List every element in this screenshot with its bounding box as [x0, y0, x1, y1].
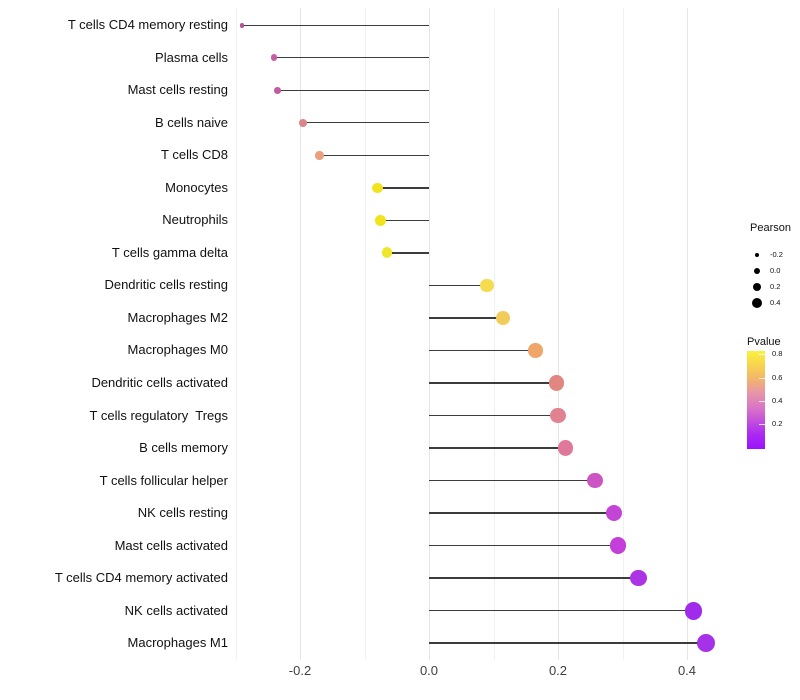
pearson-legend-dot — [754, 252, 760, 258]
pvalue-tick-mark — [759, 424, 765, 425]
pvalue-tick-label: 0.6 — [772, 373, 783, 383]
category-label: T cells follicular helper — [99, 472, 228, 488]
data-point — [558, 440, 574, 456]
category-label: Macrophages M2 — [127, 309, 228, 325]
pvalue-tick-mark — [759, 353, 765, 355]
gridline — [687, 8, 688, 660]
lollipop-stem — [429, 447, 566, 449]
pearson-legend-title: Pearson — [750, 222, 791, 234]
data-point — [375, 215, 386, 226]
data-point — [684, 601, 703, 620]
data-point — [480, 278, 494, 293]
gridline — [300, 8, 301, 660]
gridline — [622, 8, 624, 660]
x-tick-label: 0.2 — [548, 663, 568, 678]
lollipop-stem — [241, 24, 429, 26]
category-label: T cells CD4 memory activated — [54, 570, 228, 586]
lollipop-stem — [429, 349, 536, 352]
category-label: T cells CD4 memory resting — [67, 17, 228, 33]
data-point — [697, 634, 716, 653]
lollipop-stem — [429, 382, 557, 384]
x-tick-label: -0.2 — [288, 663, 312, 678]
pearson-legend-dot — [752, 298, 762, 308]
lollipop-stem — [429, 544, 618, 547]
category-label: Mast cells activated — [114, 537, 228, 553]
category-label: NK cells resting — [137, 505, 228, 521]
category-label: Dendritic cells resting — [104, 277, 228, 293]
category-label: Plasma cells — [155, 49, 228, 65]
pvalue-tick-mark — [759, 400, 765, 402]
gridline — [429, 8, 430, 660]
lollipop-stem — [274, 57, 429, 59]
category-label: Dendritic cells activated — [91, 374, 228, 390]
data-point — [609, 537, 627, 554]
pvalue-tick-label: 0.4 — [772, 395, 783, 405]
lollipop-stem — [429, 317, 504, 319]
lollipop-stem — [319, 154, 429, 156]
category-label: T cells CD8 — [161, 147, 228, 163]
data-point — [372, 182, 383, 194]
category-label: Neutrophils — [162, 212, 228, 228]
gridline — [558, 8, 559, 660]
pearson-legend-label: -0.2 — [770, 250, 783, 259]
gridline — [235, 8, 237, 660]
category-label: Monocytes — [165, 179, 228, 195]
x-tick-label: 0.4 — [677, 663, 697, 678]
lollipop-stem — [429, 479, 595, 482]
data-point — [496, 311, 511, 325]
lollipop-stem — [429, 609, 694, 612]
pvalue-tick-mark — [759, 378, 765, 380]
lollipop-stem — [303, 122, 429, 124]
lollipop-stem — [277, 89, 429, 91]
category-label: B cells naive — [155, 114, 228, 130]
category-label: Mast cells resting — [127, 82, 228, 98]
data-point — [549, 375, 565, 391]
data-point — [586, 472, 603, 489]
data-point — [550, 407, 566, 424]
category-label: Macrophages M0 — [127, 342, 228, 358]
pvalue-legend-title: Pvalue — [747, 336, 781, 348]
pvalue-tick-label: 0.2 — [772, 419, 783, 428]
category-label: Macrophages M1 — [127, 635, 228, 651]
pvalue-tick-label: 0.8 — [772, 348, 783, 358]
lollipop-stem — [380, 219, 429, 222]
gridline — [493, 8, 495, 660]
pearson-legend-label: 0.2 — [770, 282, 781, 291]
category-label: T cells regulatory Tregs — [89, 407, 228, 423]
pearson-legend-label: 0.0 — [770, 266, 781, 275]
pearson-legend-dot — [753, 267, 761, 275]
data-point — [315, 151, 324, 160]
lollipop-stem — [429, 642, 707, 644]
category-label: B cells memory — [139, 440, 228, 456]
data-point — [605, 504, 623, 522]
category-label: T cells gamma delta — [111, 244, 228, 260]
gridline — [364, 8, 366, 660]
category-label: NK cells activated — [124, 602, 228, 618]
lollipop-stem — [429, 414, 558, 417]
data-point — [528, 343, 543, 358]
pearson-legend-label: 0.4 — [770, 298, 781, 307]
data-point — [299, 118, 308, 127]
lollipop-stem — [429, 512, 615, 514]
lollipop-stem — [429, 577, 639, 579]
lollipop-stem — [387, 252, 429, 254]
lollipop-stem — [429, 284, 488, 287]
data-point — [274, 86, 281, 94]
data-point — [630, 569, 647, 587]
data-point — [381, 247, 393, 259]
data-point — [239, 22, 245, 28]
pearson-legend-dot — [752, 282, 762, 292]
x-tick-label: 0.0 — [419, 663, 439, 678]
lollipop-stem — [377, 187, 429, 189]
data-point — [270, 54, 278, 61]
